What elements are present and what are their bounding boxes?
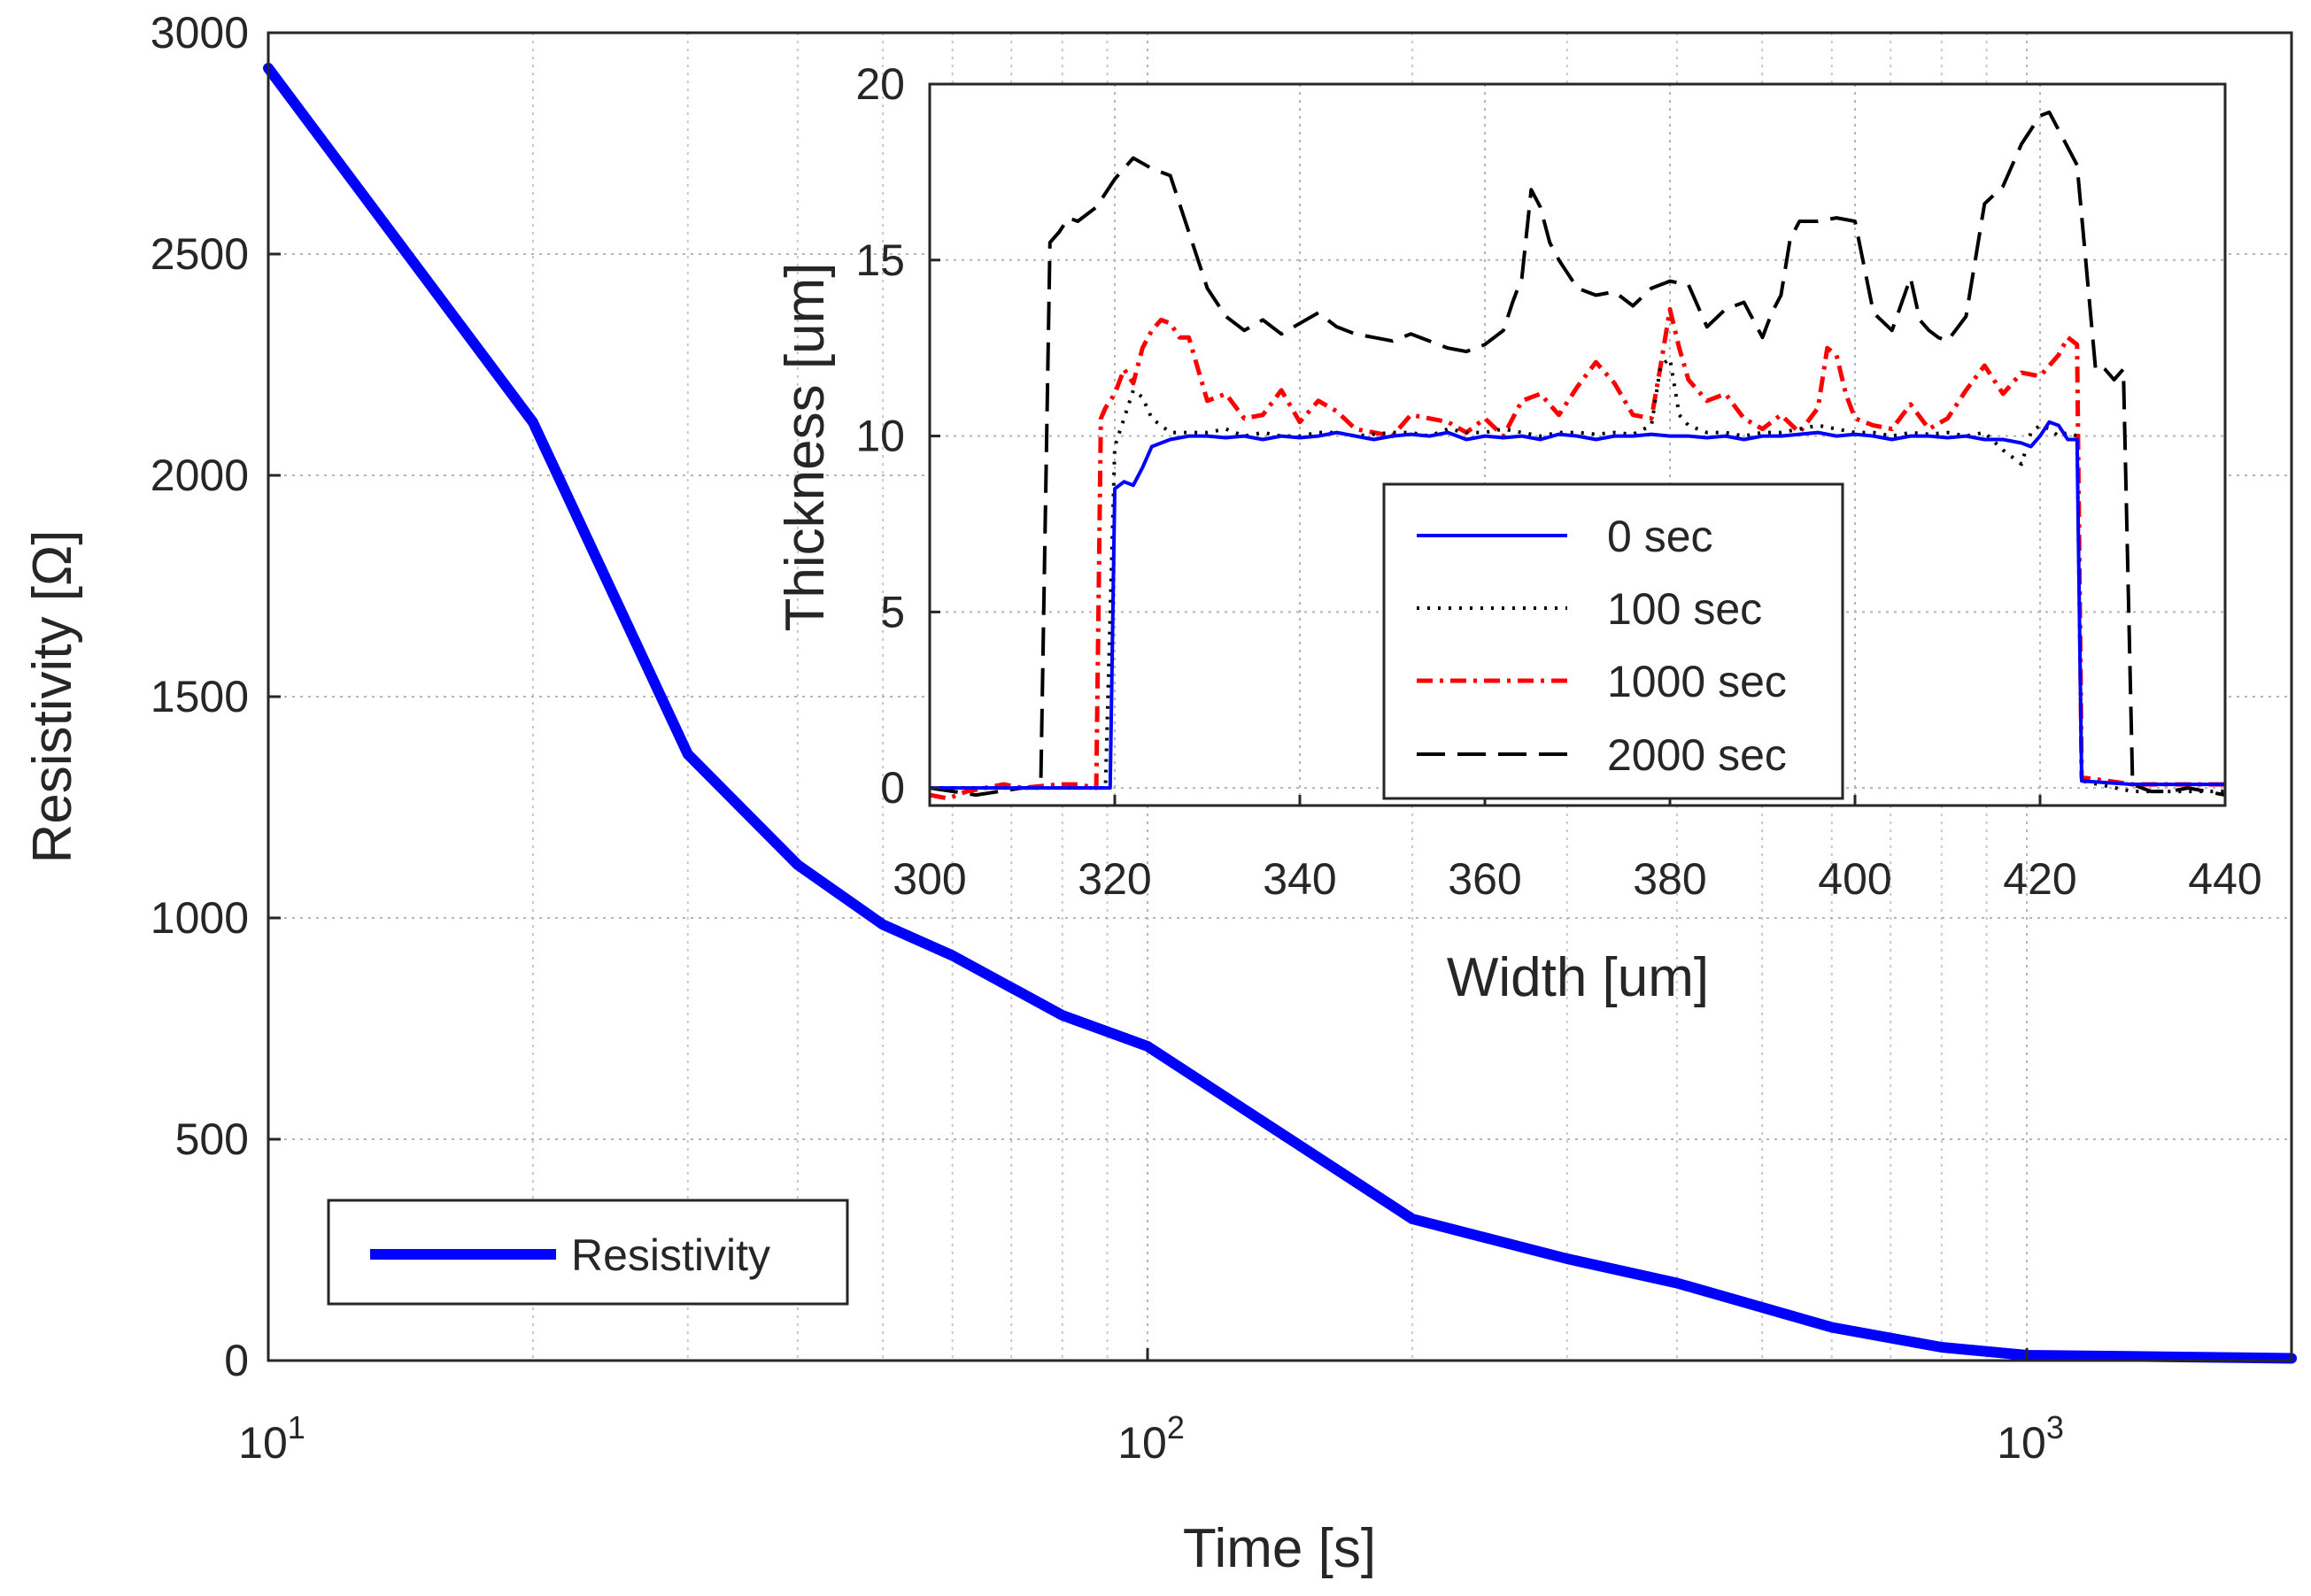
inset-y-tick-label: 15 <box>855 235 905 285</box>
inset-lines <box>929 110 2226 801</box>
inset-line-0-sec <box>930 420 2225 790</box>
main-x-tick-label: 101 <box>238 1409 305 1468</box>
tick-exponent: 2 <box>1167 1409 1185 1446</box>
main-x-tick-label: 102 <box>1117 1409 1185 1468</box>
inset-y-tick-label: 20 <box>855 59 905 109</box>
inset-y-tick-label: 0 <box>880 763 905 813</box>
legend-label-100-sec: 100 sec <box>1607 584 1762 634</box>
resistivity-line <box>263 63 2297 1364</box>
inset-y-tick-label: 5 <box>880 587 905 636</box>
inset-x-tick-label: 440 <box>2188 854 2261 904</box>
main-y-tick-label: 1500 <box>151 672 249 721</box>
main-y-tick-label: 2000 <box>151 451 249 500</box>
main-x-tick-label: 103 <box>1997 1409 2064 1468</box>
inset-y-tick-label: 10 <box>855 412 905 461</box>
main-y-axis-label: Resistivity [Ω] <box>22 529 83 863</box>
main-y-tick-labels: 0 500 1000 1500 2000 2500 3000 <box>151 8 281 1385</box>
inset-y-axis-label: Thickness [um] <box>775 263 836 632</box>
inset-plot-frame <box>928 82 2227 807</box>
legend-label-0-sec: 0 sec <box>1607 512 1713 561</box>
inset-legend: 0 sec 100 sec 1000 sec 2000 sec <box>1382 482 1844 800</box>
legend-label-resistivity: Resistivity <box>571 1230 770 1280</box>
tick-base: 10 <box>1997 1418 2046 1468</box>
main-x-tick-labels: 101 102 103 <box>238 1348 2064 1468</box>
main-y-tick-label: 500 <box>175 1114 249 1164</box>
legend-label-2000-sec: 2000 sec <box>1607 730 1787 780</box>
inset-x-tick-label: 400 <box>1818 854 1891 904</box>
main-x-axis-label: Time [s] <box>1183 1518 1376 1579</box>
main-y-tick-label: 0 <box>224 1336 249 1385</box>
tick-exponent: 3 <box>2046 1409 2064 1446</box>
inset-x-tick-label: 300 <box>893 854 966 904</box>
inset-x-tick-label: 420 <box>2003 854 2076 904</box>
inset-chart: 0 5 10 15 20 300 320 340 360 380 400 420 440 Width … <box>775 59 2262 1008</box>
main-y-tick-label: 2500 <box>151 229 249 279</box>
inset-y-tick-labels: 0 5 10 15 20 <box>855 59 940 813</box>
inset-x-tick-labels: 300 320 340 360 380 400 420 440 <box>893 795 2262 904</box>
tick-base: 10 <box>1117 1418 1167 1468</box>
inset-x-tick-label: 320 <box>1078 854 1151 904</box>
inset-x-tick-label: 360 <box>1448 854 1521 904</box>
legend-label-1000-sec: 1000 sec <box>1607 657 1787 706</box>
main-y-tick-label: 1000 <box>151 893 249 943</box>
main-legend: Resistivity <box>327 1199 849 1306</box>
inset-line-100-sec <box>930 357 2225 794</box>
inset-x-tick-label: 380 <box>1633 854 1706 904</box>
inset-x-tick-label: 340 <box>1263 854 1336 904</box>
inset-x-axis-label: Width [um] <box>1447 947 1709 1008</box>
tick-exponent: 1 <box>288 1409 305 1446</box>
inset-line-1000-sec <box>929 306 2225 801</box>
main-y-tick-label: 3000 <box>151 8 249 58</box>
tick-base: 10 <box>238 1418 288 1468</box>
